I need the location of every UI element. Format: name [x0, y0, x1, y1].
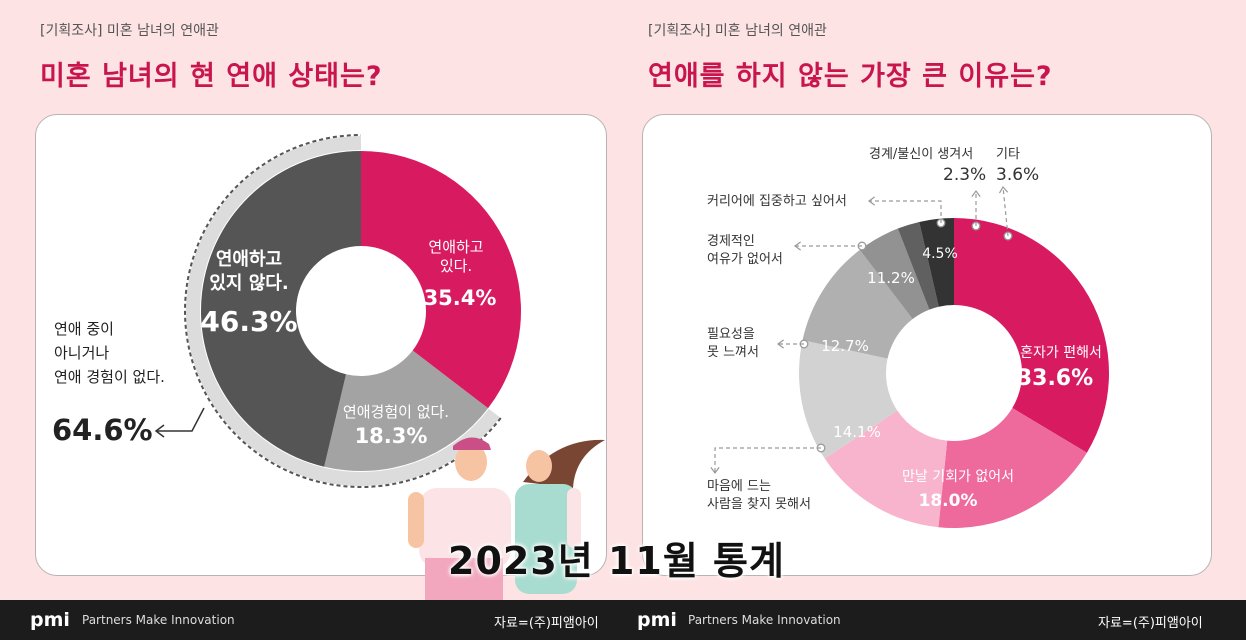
footer-bar: pmi Partners Make Innovation 자료=(주)피앰아이 … [0, 600, 1246, 640]
leader-money-arrowhead [793, 241, 802, 251]
value-alone: 33.6% [1017, 366, 1093, 391]
label-need: 필요성을 못 느껴서 [707, 327, 759, 360]
reason-slice-2 [824, 410, 948, 528]
status-slice-0 [361, 151, 521, 409]
left-headline: 미혼 남녀의 현 연애 상태는? [40, 61, 383, 92]
value-no-experience: 18.3% [355, 424, 428, 448]
value-meet: 18.0% [919, 491, 978, 511]
man-face [455, 443, 487, 481]
value-trust: 2.3% [943, 165, 986, 185]
label-no-experience: 연애경험이 없다. [343, 403, 449, 421]
reasons-donut-chart: 혼자가 편해서 33.6% 만날 기회가 없어서 18.0% 14.1% 12.7% 11.… [707, 147, 1109, 528]
reason-slice-0 [954, 218, 1109, 453]
reason-slice-5 [859, 228, 930, 320]
combined-arrowhead [154, 424, 165, 438]
status-slice-2 [200, 151, 361, 467]
right-chart-card: 혼자가 편해서 33.6% 만날 기회가 없어서 18.0% 14.1% 12.7% 11.… [642, 114, 1212, 576]
label-dating: 연애하고 있다. [428, 238, 483, 275]
label-trust: 경계/불신이 생겨서 [869, 147, 973, 162]
footer-tagline-right: Partners Make Innovation [688, 613, 841, 627]
reason-slice-6 [897, 221, 939, 310]
status-donut-chart: 연애하고 있다. 35.4% 연애경험이 없다. 18.3% 연애하고 있지 않다. 46.3… [52, 134, 521, 488]
value-need: 12.7% [821, 337, 869, 355]
label-like: 마음에 드는 사람을 찾지 못해서 [707, 479, 811, 512]
leader-need-arrowhead [776, 339, 785, 349]
value-not-dating: 46.3% [200, 305, 297, 338]
label-not-dating: 연애하고 있지 않다. [209, 249, 288, 294]
reason-slice-1 [938, 407, 1087, 528]
label-money: 경제적인 여유가 없어서 [707, 234, 783, 267]
leader-etc [1002, 186, 1009, 237]
man-cap [453, 437, 491, 450]
label-etc: 기타 [996, 147, 1020, 162]
value-like: 14.1% [833, 423, 881, 441]
combined-arrow [156, 407, 205, 432]
label-meet: 만날 기회가 없어서 [902, 469, 1014, 485]
left-kicker: [기획조사] 미혼 남녀의 연애관 [40, 23, 219, 39]
reason-slice-3 [799, 340, 898, 459]
value-etc: 3.6% [996, 165, 1039, 185]
woman-dress [515, 484, 577, 594]
leader-career-arrowhead [867, 196, 876, 206]
stat-caption: 2023년 11월 통계 [448, 539, 785, 583]
leader-like-arrowhead [710, 466, 720, 475]
man-pants [425, 558, 503, 600]
right-kicker: [기획조사] 미혼 남녀의 연애관 [648, 23, 827, 39]
right-headline: 연애를 하지 않는 가장 큰 이유는? [648, 61, 1053, 92]
man-arm [408, 492, 424, 548]
value-money: 11.2% [867, 269, 915, 287]
footer-source-left: 자료=(주)피앰아이 [494, 616, 599, 631]
leader-etc-arrowhead [998, 185, 1009, 194]
value-career: 4.5% [922, 246, 958, 262]
leader-like [714, 447, 821, 473]
label-career: 커리어에 집중하고 싶어서 [707, 194, 847, 209]
left-panel-header: [기획조사] 미혼 남녀의 연애관 미혼 남녀의 현 연애 상태는? [40, 20, 383, 93]
value-dating: 35.4% [424, 286, 497, 310]
value-combined: 64.6% [52, 413, 153, 447]
left-chart-card: 연애하고 있다. 35.4% 연애경험이 없다. 18.3% 연애하고 있지 않다. 46.3… [35, 114, 607, 576]
label-combined: 연애 중이 아니거나 연애 경험이 없다. [54, 320, 165, 386]
footer-tagline-left: Partners Make Innovation [82, 613, 235, 627]
right-panel-header: [기획조사] 미혼 남녀의 연애관 연애를 하지 않는 가장 큰 이유는? [648, 20, 1053, 93]
reason-slice-7 [919, 218, 954, 307]
label-alone: 혼자가 편해서 [1020, 345, 1102, 361]
woman-face [526, 450, 552, 482]
status-slice-1 [324, 350, 489, 471]
woman-arm [567, 488, 581, 548]
reason-slice-4 [802, 249, 913, 359]
leader-career [869, 200, 942, 223]
footer-logo-left: pmi [30, 609, 70, 631]
leader-trust-arrowhead [971, 189, 981, 198]
combined-ring-outline [184, 134, 502, 488]
footer-logo-right: pmi [637, 609, 677, 631]
man-shirt [419, 488, 511, 568]
footer-source-right: 자료=(주)피앰아이 [1098, 616, 1203, 631]
couple-illustration [408, 437, 605, 600]
